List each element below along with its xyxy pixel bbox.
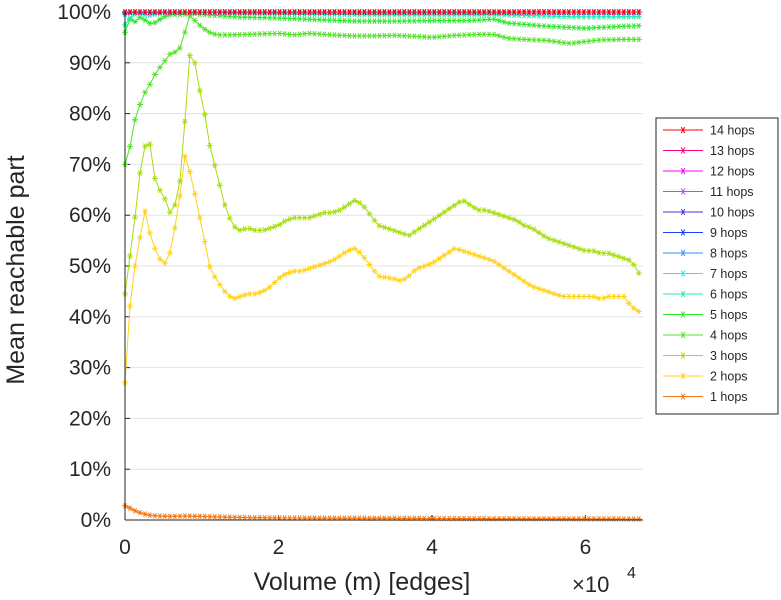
legend-item: 14 hops (663, 124, 754, 138)
legend-item: 9 hops (663, 226, 748, 240)
legend-label: 13 hops (710, 144, 754, 158)
legend-item: 13 hops (663, 144, 754, 158)
legend-label: 12 hops (710, 165, 754, 179)
x-axis-multiplier: ×10 4 (572, 565, 636, 597)
legend-item: 12 hops (663, 165, 754, 179)
series-lines (122, 9, 642, 522)
legend-box (655, 117, 779, 415)
legend-marker (679, 208, 687, 216)
y-tick-label: 30% (69, 357, 111, 380)
legend-marker (679, 393, 687, 400)
legend-item: 11 hops (663, 185, 754, 199)
x-multiplier-base: ×10 (572, 572, 609, 597)
legend-item: 4 hops (663, 329, 748, 343)
legend-marker (679, 352, 687, 359)
series-line (124, 505, 639, 520)
legend-item: 5 hops (663, 308, 748, 322)
legend-item: 8 hops (663, 247, 748, 261)
y-tick-label: 80% (69, 103, 111, 126)
legend-item: 2 hops (663, 370, 748, 384)
legend-label: 11 hops (710, 185, 754, 199)
series-1-hops (122, 502, 642, 522)
legend-label: 8 hops (710, 247, 748, 261)
y-tick-label: 70% (69, 153, 111, 176)
y-tick-label: 10% (69, 458, 111, 481)
legend-label: 1 hops (710, 390, 748, 404)
series-2-hops (122, 153, 642, 386)
legend-item: 10 hops (663, 206, 754, 220)
legend-label: 4 hops (710, 329, 748, 343)
x-axis-label: Volume (m) [edges] (254, 568, 471, 596)
x-tick-label: 4 (426, 536, 438, 559)
series-line (124, 156, 640, 383)
legend-label: 9 hops (710, 226, 748, 240)
legend-marker (679, 290, 687, 298)
legend-marker (679, 126, 687, 134)
legend-marker (679, 147, 687, 154)
legend-marker (679, 229, 687, 236)
legend-label: 2 hops (710, 370, 748, 384)
legend-marker (679, 270, 687, 277)
legend-label: 3 hops (710, 349, 748, 363)
y-tick-label: 60% (69, 204, 111, 227)
legend-marker (679, 249, 687, 257)
y-tick-label: 0% (81, 509, 111, 532)
axes (124, 12, 643, 521)
x-tick-label: 2 (273, 536, 285, 559)
y-axis-tick-labels: 0% 10% 20% 30% 40% 50% 60% 70% 80% 90% 100% (57, 1, 111, 532)
series-3-hops (122, 52, 642, 297)
x-tick-label: 6 (580, 536, 592, 559)
legend-item: 3 hops (663, 349, 748, 363)
legend-marker (679, 188, 687, 195)
y-tick-label: 100% (57, 1, 111, 24)
y-tick-label: 90% (69, 52, 111, 75)
series-5-hops (122, 10, 642, 36)
y-tick-label: 50% (69, 255, 111, 278)
legend-marker (679, 372, 687, 380)
y-tick-label: 40% (69, 306, 111, 329)
legend-marker (679, 331, 687, 339)
legend-marker (679, 311, 687, 318)
legend-marker (679, 167, 687, 175)
legend: 14 hops 13 hops 12 hops 11 hops 10 hops 9 hop… (655, 117, 779, 415)
legend-item: 1 hops (663, 390, 748, 404)
legend-item: 6 hops (663, 288, 748, 302)
grid-lines (124, 11, 643, 521)
x-axis-tick-labels: 0 2 4 6 (119, 536, 591, 559)
legend-label: 5 hops (710, 308, 748, 322)
legend-item: 7 hops (663, 267, 748, 281)
y-axis-label: Mean reachable part (2, 155, 30, 384)
x-multiplier-exponent: 4 (627, 565, 636, 582)
legend-label: 7 hops (710, 267, 748, 281)
series-line (124, 14, 639, 165)
y-tick-label: 20% (69, 407, 111, 430)
legend-label: 6 hops (710, 288, 748, 302)
series-markers (122, 153, 642, 386)
legend-label: 14 hops (710, 124, 754, 138)
legend-label: 10 hops (710, 206, 754, 220)
series-markers (122, 502, 642, 522)
x-tick-label: 0 (119, 536, 131, 559)
